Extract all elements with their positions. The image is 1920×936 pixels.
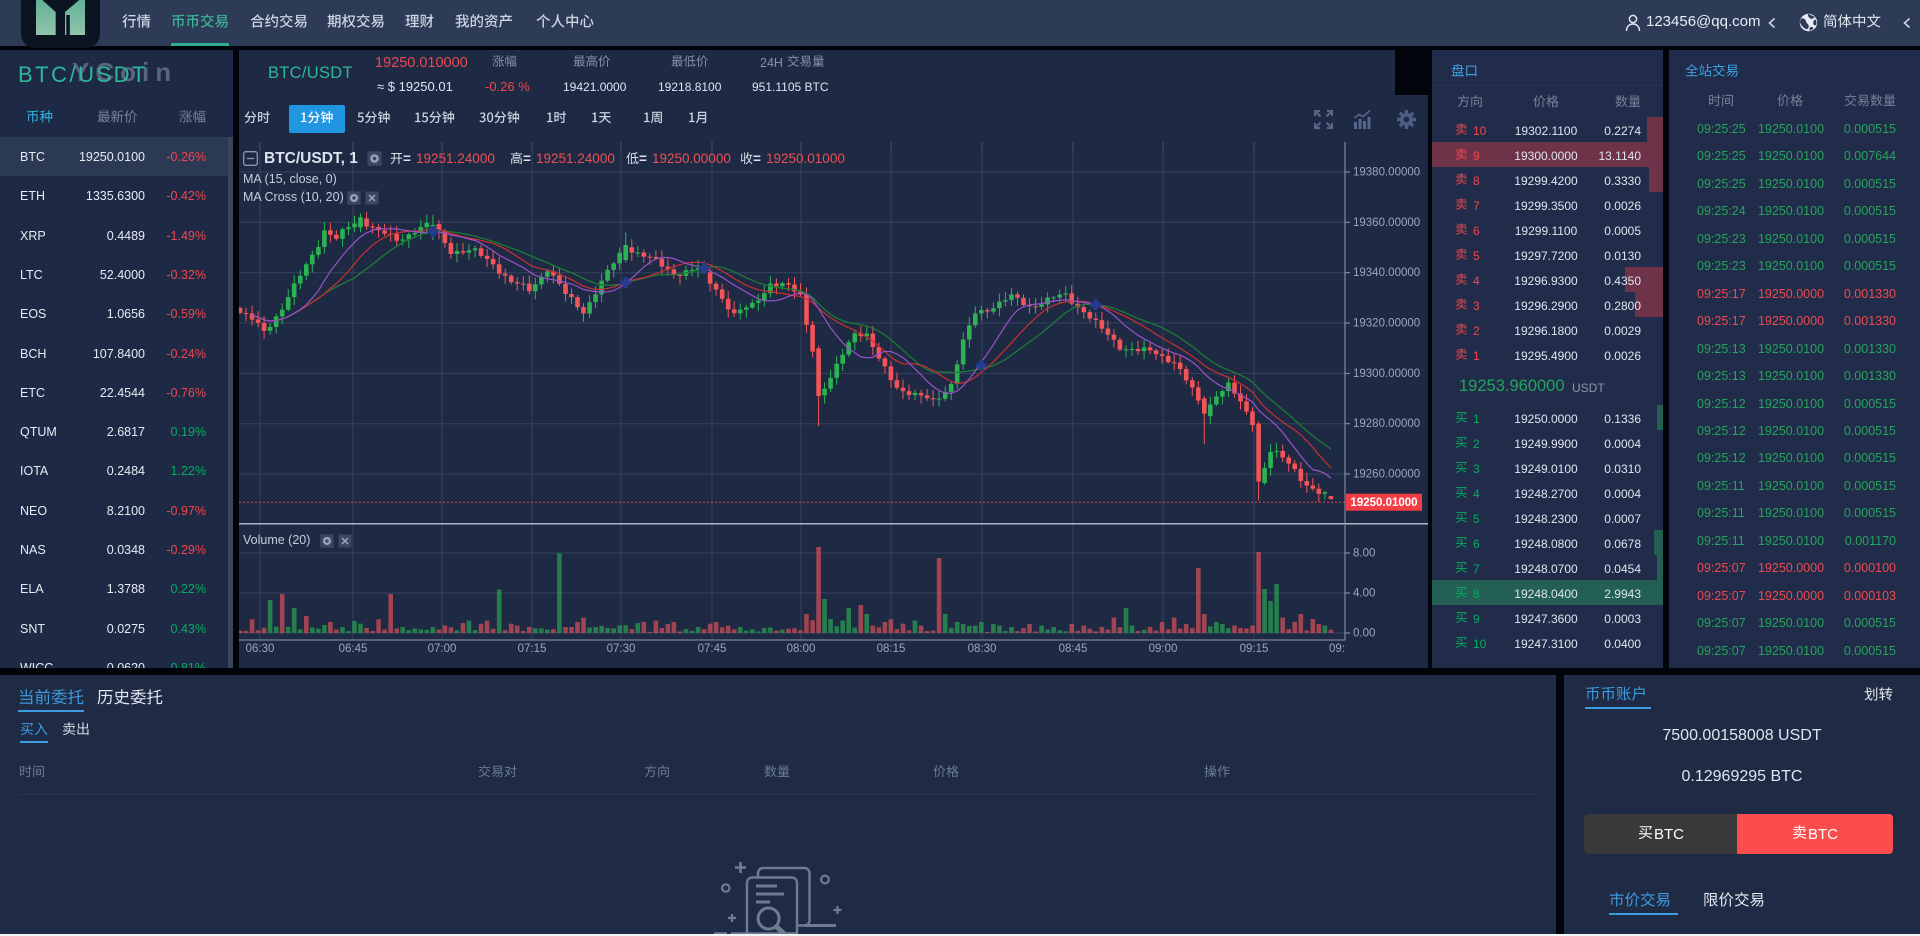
svg-text:4.00: 4.00 [1353, 588, 1375, 600]
svg-text:08:00: 08:00 [787, 643, 816, 655]
svg-text:19380.00000: 19380.00000 [1353, 167, 1420, 179]
svg-text:07:30: 07:30 [607, 643, 636, 655]
svg-text:06:30: 06:30 [246, 643, 275, 655]
svg-text:06:45: 06:45 [339, 643, 368, 655]
svg-text:09:15: 09:15 [1240, 643, 1269, 655]
svg-text:19260.00000: 19260.00000 [1353, 469, 1420, 481]
svg-text:0.00: 0.00 [1353, 628, 1375, 640]
svg-text:08:15: 08:15 [877, 643, 906, 655]
svg-text:19300.00000: 19300.00000 [1353, 368, 1420, 380]
svg-text:19360.00000: 19360.00000 [1353, 217, 1420, 229]
svg-text:08:30: 08:30 [968, 643, 997, 655]
svg-text:07:45: 07:45 [698, 643, 727, 655]
svg-text:19340.00000: 19340.00000 [1353, 267, 1420, 279]
svg-text:8.00: 8.00 [1353, 548, 1375, 560]
svg-text:07:00: 07:00 [428, 643, 457, 655]
svg-text:19280.00000: 19280.00000 [1353, 418, 1420, 430]
svg-text:19250.01000: 19250.01000 [1350, 497, 1417, 509]
svg-text:09:30: 09:30 [1329, 643, 1358, 655]
svg-text:08:45: 08:45 [1059, 643, 1088, 655]
svg-text:09:00: 09:00 [1149, 643, 1178, 655]
svg-text:19320.00000: 19320.00000 [1353, 318, 1420, 330]
svg-text:07:15: 07:15 [518, 643, 547, 655]
